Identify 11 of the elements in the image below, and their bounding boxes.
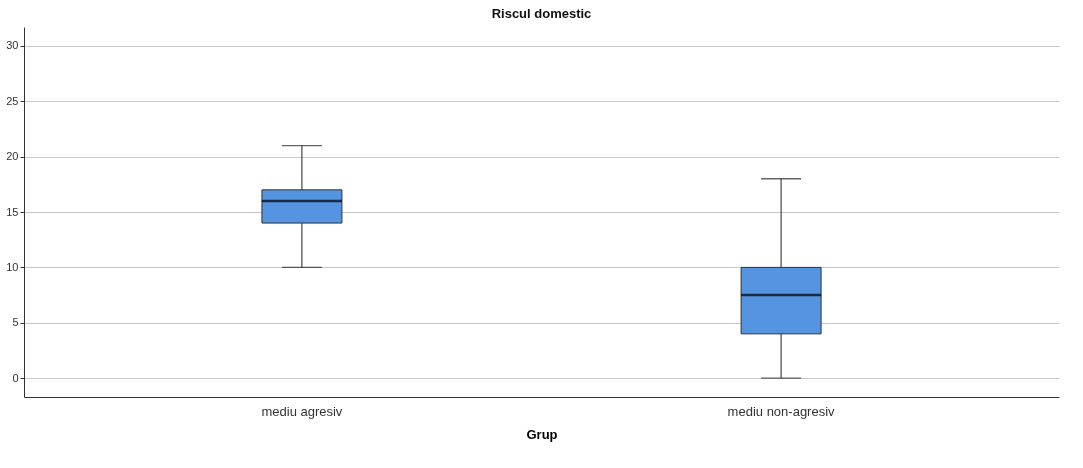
y-tick-label: 25: [6, 94, 19, 107]
x-tick-label: mediu agresiv: [261, 403, 343, 419]
x-axis-title: Grup: [526, 426, 558, 442]
y-tick-label: 10: [6, 260, 19, 273]
y-tick-label: 0: [12, 371, 19, 384]
y-tick-label: 20: [6, 150, 19, 163]
x-tick-label: mediu non-agresiv: [727, 403, 836, 419]
y-tick-label: 15: [6, 205, 19, 218]
y-tick-label: 5: [12, 316, 19, 329]
y-tick-label: 30: [6, 39, 19, 52]
chart-title: Riscul domestic: [491, 6, 592, 21]
